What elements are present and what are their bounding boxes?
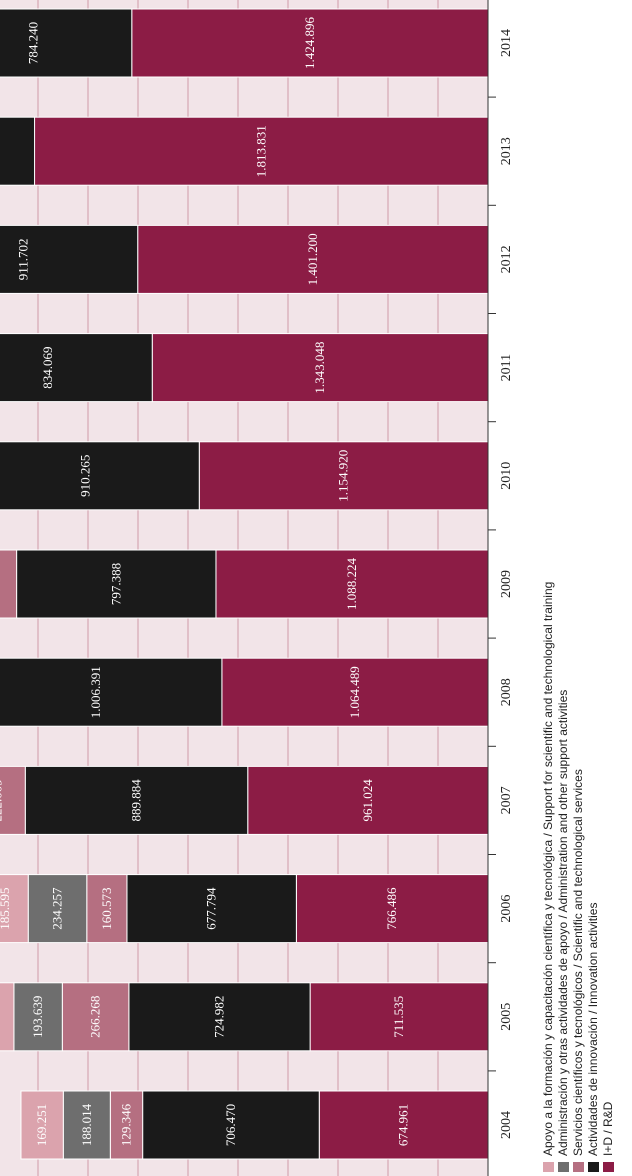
bar-segment [86,874,128,944]
bar-segment [221,657,489,727]
bar-segment [128,982,311,1052]
bar-segment [0,657,223,727]
bars: 674.961 706.470 129.346 188.014 169.251 711.5… [0,8,489,1160]
bar-segment [13,982,63,1052]
data-label: 160.573 [99,887,114,929]
data-label: 911.702 [16,239,31,281]
data-label: 674.961 [396,1104,411,1146]
data-label: 1.813.831 [253,125,268,177]
bar-segment [295,874,489,944]
data-label: 1.088.224 [344,558,359,611]
data-label: 222.009 [0,779,5,821]
bar-segment [61,982,130,1052]
data-label: 961.024 [360,779,375,822]
year-label: 2004 [499,1111,514,1139]
data-label: 129.346 [118,1103,133,1146]
legend-swatch [588,1162,599,1172]
data-label: 1.154.920 [336,450,351,502]
year-label: 2011 [499,354,514,381]
data-label: 1.006.391 [88,666,103,718]
data-label: 784.240 [26,22,41,64]
bar-segment [126,874,297,944]
legend: Apoyo a la formación y capacitación cien… [541,582,615,1172]
data-label: 234.257 [50,887,65,930]
year-label: 2010 [499,462,514,490]
data-label: 169.251 [34,1104,49,1146]
data-label: 797.388 [108,563,123,605]
bar-segment [142,1090,320,1160]
bar-segment [0,8,133,78]
data-label: 188.014 [79,1103,94,1146]
legend-label: Administración y otras actividades de ap… [556,690,570,1156]
data-label: 1.343.048 [312,342,327,394]
legend-swatch [543,1162,554,1172]
bar-segment [0,982,15,1052]
bar-segment [318,1090,489,1160]
data-label: 711.535 [391,996,406,1038]
year-label: 2009 [499,570,514,598]
data-label: 724.982 [211,996,226,1038]
data-label: 266.268 [88,996,103,1038]
legend-swatch [558,1162,569,1172]
bar-segment [215,549,489,619]
year-label: 2014 [499,29,514,57]
bar-segment [24,765,249,835]
legend-label: Servicios científicos y tecnológicos / S… [571,769,585,1156]
year-label: 2006 [499,895,514,923]
bar-segment [62,1090,111,1160]
year-label: 2007 [499,786,514,814]
bar-segment [198,441,489,511]
data-label: 677.794 [204,887,219,930]
bar-segment [0,116,36,186]
bar-segment [0,224,139,294]
data-label: 910.265 [77,455,92,497]
category-axis: 2004 2005 2006 2007 2008 2009 2010 2011 2012 2013… [487,0,514,1176]
bar-segment [16,549,217,619]
legend-swatch [573,1162,584,1172]
data-label: 1.401.200 [305,233,320,285]
data-label: 1.424.896 [302,17,317,70]
data-label: 1.064.489 [347,666,362,718]
bar-segment [0,441,200,511]
legend-label: Apoyo a la formación y capacitación cien… [541,582,555,1156]
year-label: 2005 [499,1003,514,1031]
year-label: 2012 [499,245,514,273]
bar-segment [137,224,489,294]
bar-segment [34,116,489,186]
legend-label: Actividades de innovación / Innovation a… [586,903,600,1156]
legend-swatch [603,1162,614,1172]
bar-segment [0,765,26,835]
year-label: 2008 [499,678,514,706]
data-label: 706.470 [223,1104,238,1146]
legend-label: I+D / R&D [601,1101,615,1156]
bar-segment [0,874,29,944]
bar-segment [0,333,153,403]
data-label: 766.486 [384,887,399,930]
bar-segment [20,1090,64,1160]
data-label: 889.884 [129,779,144,822]
bar-segment [151,333,489,403]
data-label: 834.069 [40,346,55,388]
year-label: 2013 [499,137,514,165]
bar-segment [0,549,18,619]
data-label: 193.639 [30,996,45,1038]
data-label: 185.595 [0,887,12,929]
